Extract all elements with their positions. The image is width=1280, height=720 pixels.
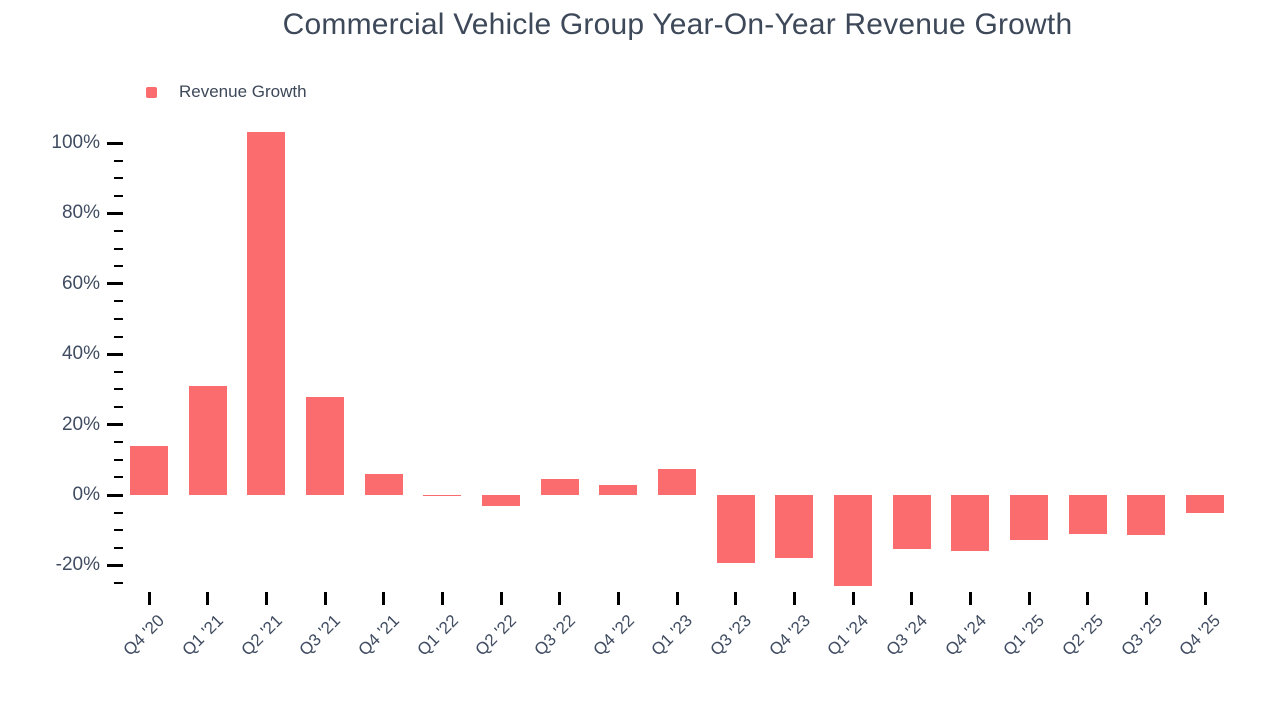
y-minor-tick	[114, 177, 123, 180]
bar	[364, 473, 403, 495]
x-tick-label: Q1 '23	[647, 611, 697, 660]
bar	[892, 495, 931, 550]
x-tick	[910, 592, 914, 605]
x-tick-label: Q2 '22	[471, 611, 521, 660]
x-tick-label: Q3 '22	[530, 611, 580, 660]
y-minor-tick	[114, 318, 123, 320]
x-tick-label: Q4 '20	[119, 611, 169, 660]
x-tick-label: Q4 '21	[354, 611, 404, 660]
y-tick-label: 40%	[61, 343, 100, 365]
x-tick-label: Q4 '25	[1175, 611, 1225, 660]
y-minor-tick	[114, 511, 123, 514]
y-major-tick	[107, 563, 123, 567]
x-tick	[1144, 592, 1148, 605]
y-minor-tick	[114, 546, 123, 549]
x-tick	[792, 592, 796, 605]
y-minor-tick	[114, 300, 123, 303]
x-tick-label: Q1 '21	[178, 611, 228, 660]
bar	[1010, 495, 1048, 541]
y-minor-tick	[114, 247, 123, 250]
bar	[716, 495, 755, 563]
y-minor-tick	[114, 335, 123, 338]
y-tick-label: 20%	[61, 413, 100, 435]
x-tick	[440, 592, 444, 605]
y-minor-tick	[114, 406, 123, 408]
y-tick-label: 0%	[72, 484, 100, 505]
y-tick-label: -20%	[55, 554, 100, 576]
x-tick-label: Q1 '24	[823, 611, 873, 660]
x-tick	[1027, 592, 1031, 605]
x-tick	[382, 592, 386, 605]
x-tick-label: Q2 '25	[1058, 611, 1108, 660]
x-tick	[734, 592, 738, 605]
bar	[658, 469, 696, 495]
x-tick	[558, 592, 562, 605]
bar	[834, 495, 872, 586]
x-tick-label: Q3 '23	[706, 611, 756, 660]
y-tick-label: 80%	[61, 202, 100, 224]
y-major-tick	[107, 141, 123, 145]
y-minor-tick	[114, 265, 123, 268]
bar	[306, 397, 344, 495]
legend-swatch-icon	[146, 86, 157, 98]
x-tick-label: Q4 '22	[589, 611, 638, 660]
y-minor-tick	[114, 370, 123, 373]
x-tick-label: Q4 '24	[941, 611, 990, 660]
y-tick-label: 60%	[61, 272, 100, 294]
y-minor-tick	[114, 441, 123, 444]
y-major-tick	[107, 352, 123, 356]
x-tick-label: Q3 '24	[882, 611, 932, 660]
x-tick	[1086, 592, 1090, 605]
x-tick	[616, 592, 620, 605]
y-minor-tick	[114, 476, 123, 479]
y-major-tick	[107, 423, 123, 427]
bar	[130, 445, 168, 495]
bar	[482, 495, 520, 506]
x-tick	[264, 592, 268, 605]
x-tick	[851, 592, 855, 605]
x-tick-label: Q3 '25	[1117, 611, 1166, 660]
x-tick-label: Q4 '23	[765, 611, 814, 660]
y-tick-label: 100%	[51, 132, 100, 153]
x-tick	[206, 592, 210, 605]
bar	[423, 495, 462, 497]
y-minor-tick	[114, 194, 123, 197]
bar	[247, 132, 286, 495]
x-tick-label: Q1 '22	[413, 611, 462, 660]
x-tick-label: Q2 '21	[237, 611, 286, 660]
y-major-tick	[107, 282, 123, 286]
x-tick	[675, 592, 679, 605]
x-tick	[1203, 592, 1207, 605]
bar	[1068, 495, 1107, 535]
bar	[1127, 495, 1166, 536]
y-minor-tick	[114, 230, 123, 232]
legend-label: Revenue Growth	[179, 82, 307, 101]
y-minor-tick	[114, 582, 123, 584]
bar	[775, 495, 814, 558]
bar	[951, 495, 990, 552]
bar	[188, 385, 227, 495]
y-minor-tick	[114, 159, 123, 162]
x-tick	[968, 592, 972, 605]
x-tick	[499, 592, 503, 605]
legend: Revenue Growth	[146, 82, 307, 102]
x-tick-label: Q3 '21	[295, 611, 345, 660]
x-tick	[147, 592, 151, 605]
bar	[1186, 495, 1224, 513]
x-tick-label: Q1 '25	[999, 611, 1049, 660]
bar	[540, 479, 579, 495]
bar	[599, 485, 638, 495]
x-tick	[323, 592, 327, 605]
y-minor-tick	[114, 458, 123, 461]
y-major-tick	[107, 493, 123, 497]
y-major-tick	[107, 211, 123, 215]
y-minor-tick	[114, 529, 123, 532]
chart-title: Commercial Vehicle Group Year-On-Year Re…	[282, 8, 1073, 41]
y-minor-tick	[114, 388, 123, 391]
